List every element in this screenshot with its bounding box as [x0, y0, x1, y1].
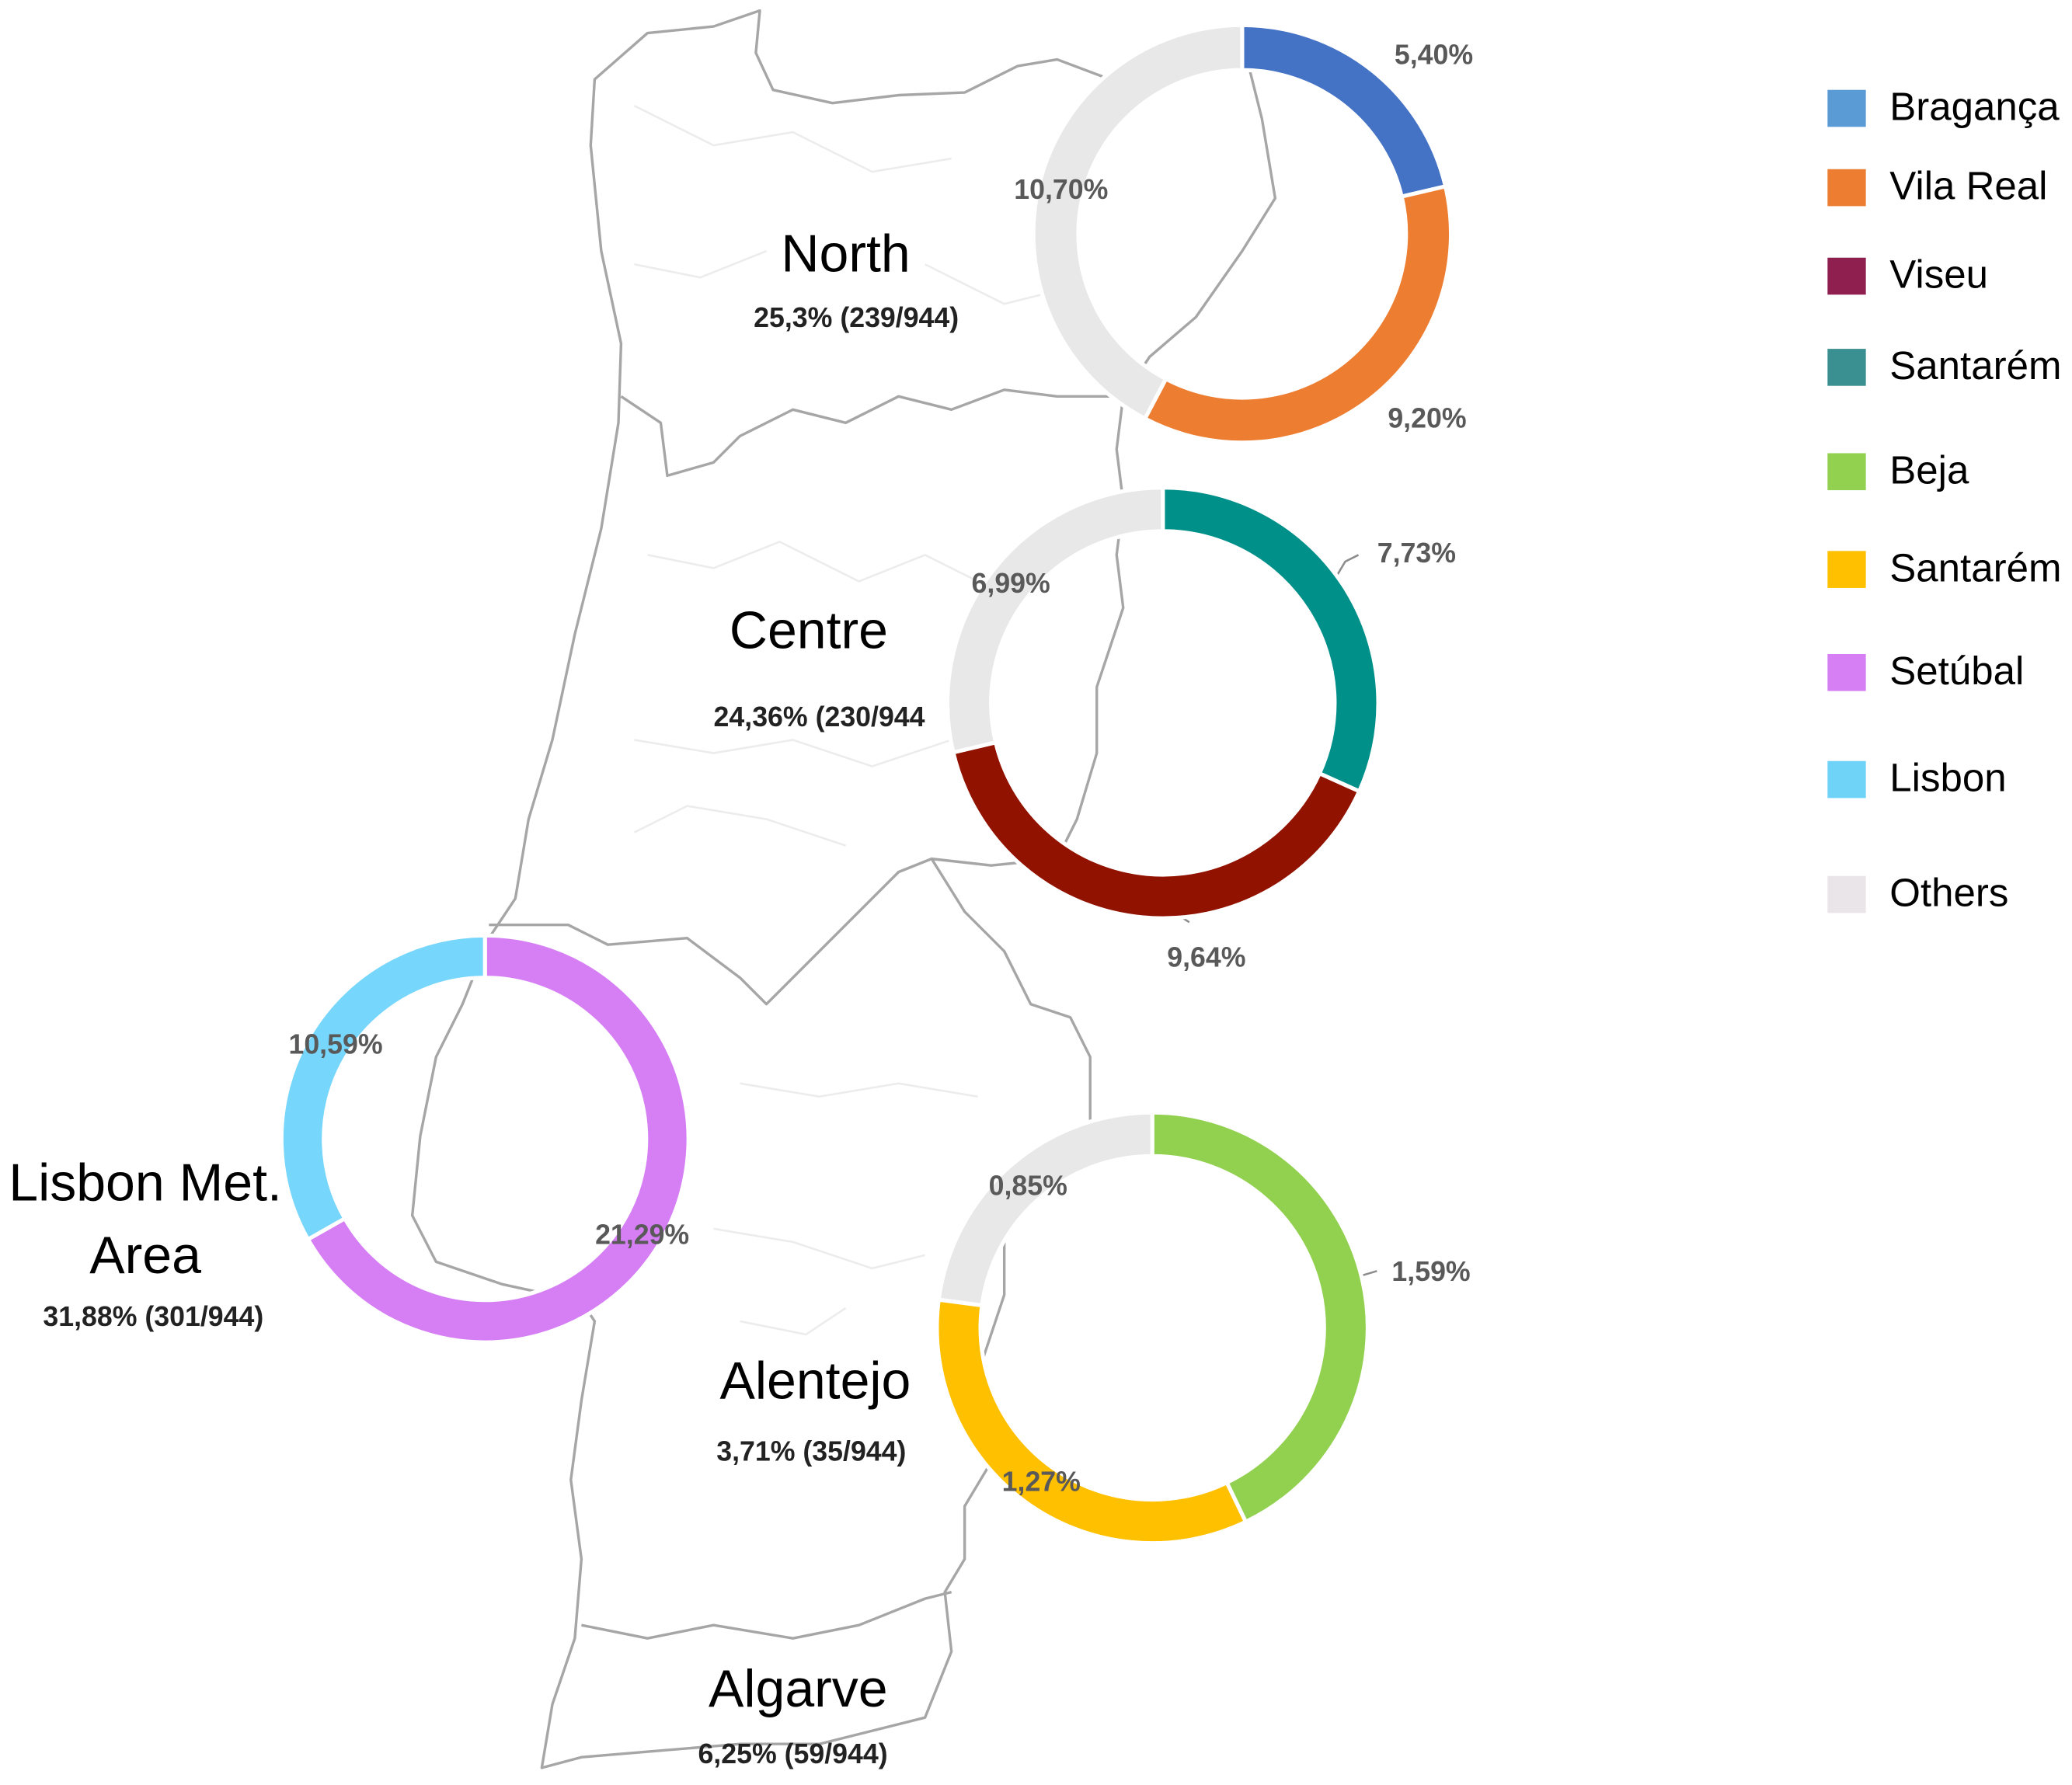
legend-swatch — [1827, 453, 1866, 491]
legend-label: Bragança — [1889, 85, 2060, 129]
legend-label: Santarém — [1889, 545, 2061, 590]
legend-swatch — [1827, 760, 1866, 799]
legend-swatch — [1827, 169, 1866, 207]
donut-segment — [950, 739, 1362, 920]
region-stat: 31,88% (301/944) — [43, 1301, 263, 1332]
legend: Bragança Vila Real Viseu Santarém Beja Santar… — [1827, 85, 2061, 915]
donut-segment — [1031, 23, 1245, 422]
legend-label: Vila Real — [1889, 164, 2047, 208]
value-label: 21,29% — [595, 1220, 689, 1251]
legend-swatch — [1827, 653, 1866, 691]
legend-swatch — [1827, 257, 1866, 295]
region-title: Algarve — [709, 1659, 888, 1718]
region-stat: 3,71% (35/944) — [716, 1435, 906, 1467]
donut-chart: 5,40% 9,20% 10,70% — [1014, 23, 1473, 445]
value-label: 6,99% — [972, 568, 1050, 599]
region-border — [489, 858, 932, 1006]
district-border — [633, 541, 1005, 1336]
donut-segment — [1142, 183, 1454, 445]
donut-chart: 21,29% 10,59% — [279, 933, 691, 1345]
value-label: 10,59% — [288, 1029, 382, 1060]
donut-segment — [936, 1110, 1154, 1308]
district-border — [633, 104, 1058, 305]
region-border — [581, 1590, 952, 1640]
value-label: 9,64% — [1167, 941, 1245, 973]
region-stat: 24,36% (230/944 — [714, 701, 925, 732]
legend-label: Viseu — [1889, 252, 1988, 297]
value-label: 5,40% — [1395, 40, 1473, 71]
legend-label: Lisbon — [1889, 756, 2006, 800]
legend-swatch — [1827, 551, 1866, 588]
legend-label: Setúbal — [1889, 649, 2024, 693]
region-title: North — [781, 224, 910, 284]
legend-swatch — [1827, 89, 1866, 127]
donut-segment — [1150, 1110, 1370, 1525]
value-label: 1,27% — [1002, 1467, 1081, 1498]
region-title: Lisbon Met. Area — [9, 1153, 282, 1285]
legend-label: Beja — [1889, 447, 1969, 492]
legend-swatch — [1827, 875, 1866, 913]
value-label: 0,85% — [989, 1171, 1067, 1202]
donut-chart: 1,59% 1,27% 0,85% — [935, 1110, 1471, 1546]
donut-segment — [945, 485, 1165, 755]
value-label: 1,59% — [1391, 1256, 1470, 1287]
legend-label: Others — [1889, 871, 2008, 915]
value-label: 7,73% — [1377, 538, 1456, 569]
legend-label: Santarém — [1889, 343, 2061, 388]
region-stat: 6,25% (59/944) — [698, 1738, 887, 1769]
value-label: 9,20% — [1388, 402, 1466, 433]
region-title: Alentejo — [720, 1352, 911, 1411]
donut-segment — [305, 933, 691, 1345]
donut-segment — [935, 1297, 1248, 1546]
region-border — [620, 388, 1110, 478]
donut-segment — [279, 933, 487, 1243]
region-stat: 25,3% (239/944) — [754, 302, 959, 333]
legend-swatch — [1827, 349, 1866, 386]
donut-segment — [1161, 485, 1381, 795]
donut-chart: 7,73% 9,64% 6,99% — [945, 485, 1456, 973]
region-title: Centre — [730, 600, 888, 659]
value-label: 10,70% — [1014, 174, 1108, 205]
